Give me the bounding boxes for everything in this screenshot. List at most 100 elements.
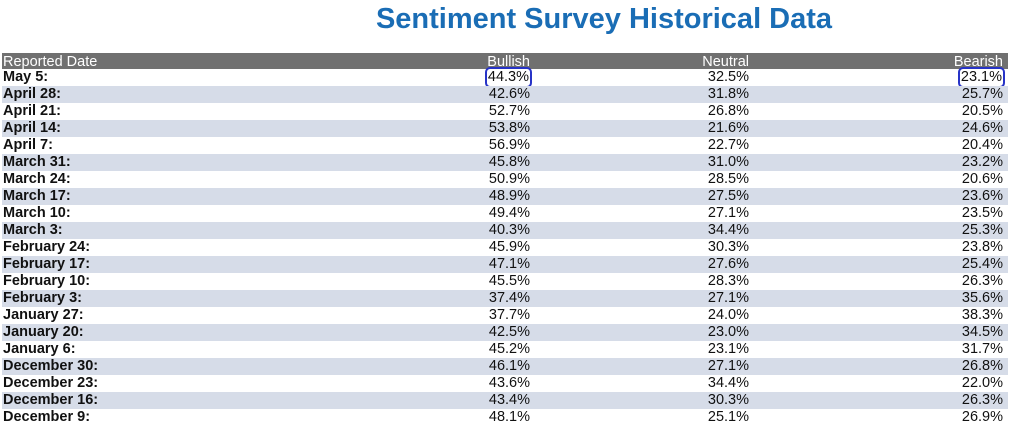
bullish-cell: 53.8% bbox=[488, 120, 530, 136]
date-cell: February 24: bbox=[3, 239, 91, 255]
neutral-cell: 28.5% bbox=[707, 171, 749, 187]
table-row: January 27: 37.7% 24.0% 38.3% bbox=[2, 307, 1008, 324]
date-cell: December 23: bbox=[3, 375, 99, 391]
neutral-cell: 27.5% bbox=[707, 188, 749, 204]
date-cell: May 5: bbox=[3, 69, 49, 85]
date-cell: January 27: bbox=[3, 307, 84, 323]
bullish-cell: 37.7% bbox=[488, 307, 530, 323]
neutral-cell: 26.8% bbox=[707, 103, 749, 119]
bullish-cell: 52.7% bbox=[488, 103, 530, 119]
bullish-cell: 56.9% bbox=[488, 137, 530, 153]
bearish-cell: 22.0% bbox=[961, 375, 1003, 391]
column-header-neutral: Neutral bbox=[702, 54, 749, 70]
table-row: March 10: 49.4% 27.1% 23.5% bbox=[2, 205, 1008, 222]
table-row: March 3: 40.3% 34.4% 25.3% bbox=[2, 222, 1008, 239]
bullish-cell: 45.2% bbox=[488, 341, 530, 357]
table-row: March 17: 48.9% 27.5% 23.6% bbox=[2, 188, 1008, 205]
neutral-cell: 21.6% bbox=[707, 120, 749, 136]
date-cell: January 6: bbox=[3, 341, 76, 357]
bearish-cell: 25.7% bbox=[961, 86, 1003, 102]
bearish-cell: 31.7% bbox=[961, 341, 1003, 357]
neutral-cell: 27.1% bbox=[707, 205, 749, 221]
bullish-cell: 47.1% bbox=[488, 256, 530, 272]
bearish-cell: 20.6% bbox=[961, 171, 1003, 187]
bullish-cell: 48.9% bbox=[488, 188, 530, 204]
neutral-cell: 27.1% bbox=[707, 358, 749, 374]
table-row: April 14: 53.8% 21.6% 24.6% bbox=[2, 120, 1008, 137]
date-cell: January 20: bbox=[3, 324, 84, 340]
bullish-cell: 46.1% bbox=[488, 358, 530, 374]
date-cell: February 10: bbox=[3, 273, 91, 289]
column-header-bearish: Bearish bbox=[953, 54, 1003, 70]
bearish-cell: 20.4% bbox=[961, 137, 1003, 153]
table-row: March 24: 50.9% 28.5% 20.6% bbox=[2, 171, 1008, 188]
bullish-cell: 42.6% bbox=[488, 86, 530, 102]
bullish-cell: 49.4% bbox=[488, 205, 530, 221]
bearish-cell: 26.3% bbox=[961, 273, 1003, 289]
neutral-cell: 23.0% bbox=[707, 324, 749, 340]
table-row: April 28: 42.6% 31.8% 25.7% bbox=[2, 86, 1008, 103]
date-cell: December 30: bbox=[3, 358, 99, 374]
date-cell: March 24: bbox=[3, 171, 71, 187]
date-cell: February 3: bbox=[3, 290, 82, 306]
date-cell: April 21: bbox=[3, 103, 62, 119]
table-row: January 20: 42.5% 23.0% 34.5% bbox=[2, 324, 1008, 341]
column-header-date: Reported Date bbox=[3, 54, 98, 70]
date-cell: March 3: bbox=[3, 222, 63, 238]
table-body: May 5: 44.3% 32.5% 23.1% April 28: 42.6% 31.8%… bbox=[2, 67, 1008, 426]
page-title: Sentiment Survey Historical Data bbox=[375, 3, 833, 35]
bullish-cell: 48.1% bbox=[488, 409, 530, 425]
date-cell: April 7: bbox=[3, 137, 53, 153]
table-row: February 10: 45.5% 28.3% 26.3% bbox=[2, 273, 1008, 290]
bearish-cell: 24.6% bbox=[961, 120, 1003, 136]
table-row: April 7: 56.9% 22.7% 20.4% bbox=[2, 137, 1008, 154]
date-cell: February 17: bbox=[3, 256, 91, 272]
bearish-cell: 25.3% bbox=[961, 222, 1003, 238]
bearish-cell: 34.5% bbox=[961, 324, 1003, 340]
date-cell: March 31: bbox=[3, 154, 71, 170]
bearish-cell: 25.4% bbox=[961, 256, 1003, 272]
neutral-cell: 30.3% bbox=[707, 239, 749, 255]
date-cell: December 9: bbox=[3, 409, 91, 425]
bearish-cell: 23.8% bbox=[961, 239, 1003, 255]
bullish-cell-highlighted: 44.3% bbox=[484, 67, 533, 88]
bearish-cell: 20.5% bbox=[961, 103, 1003, 119]
table-row: December 30: 46.1% 27.1% 26.8% bbox=[2, 358, 1008, 375]
neutral-cell: 31.8% bbox=[707, 86, 749, 102]
sentiment-table: Reported Date Bullish Neutral Bearish Ma… bbox=[2, 53, 1008, 426]
bearish-cell: 23.6% bbox=[961, 188, 1003, 204]
bearish-cell: 35.6% bbox=[961, 290, 1003, 306]
bullish-cell: 45.8% bbox=[488, 154, 530, 170]
bearish-cell: 26.9% bbox=[961, 409, 1003, 425]
neutral-cell: 24.0% bbox=[707, 307, 749, 323]
date-cell: December 16: bbox=[3, 392, 99, 408]
bullish-cell: 40.3% bbox=[488, 222, 530, 238]
date-cell: April 14: bbox=[3, 120, 62, 136]
table-row: January 6: 45.2% 23.1% 31.7% bbox=[2, 341, 1008, 358]
neutral-cell: 32.5% bbox=[707, 69, 749, 85]
table-row: December 9: 48.1% 25.1% 26.9% bbox=[2, 409, 1008, 426]
table-row: April 21: 52.7% 26.8% 20.5% bbox=[2, 103, 1008, 120]
bearish-cell: 23.2% bbox=[961, 154, 1003, 170]
neutral-cell: 31.0% bbox=[707, 154, 749, 170]
date-cell: March 17: bbox=[3, 188, 71, 204]
bullish-cell: 37.4% bbox=[488, 290, 530, 306]
table-row: March 31: 45.8% 31.0% 23.2% bbox=[2, 154, 1008, 171]
table-row: December 23: 43.6% 34.4% 22.0% bbox=[2, 375, 1008, 392]
table-row: February 3: 37.4% 27.1% 35.6% bbox=[2, 290, 1008, 307]
neutral-cell: 27.1% bbox=[707, 290, 749, 306]
bullish-cell: 42.5% bbox=[488, 324, 530, 340]
bullish-cell: 43.4% bbox=[488, 392, 530, 408]
neutral-cell: 28.3% bbox=[707, 273, 749, 289]
table-row: February 17: 47.1% 27.6% 25.4% bbox=[2, 256, 1008, 273]
table-row: December 16: 43.4% 30.3% 26.3% bbox=[2, 392, 1008, 409]
neutral-cell: 25.1% bbox=[707, 409, 749, 425]
table-row: May 5: 44.3% 32.5% 23.1% bbox=[2, 67, 1008, 88]
neutral-cell: 34.4% bbox=[707, 375, 749, 391]
date-cell: March 10: bbox=[3, 205, 71, 221]
neutral-cell: 34.4% bbox=[707, 222, 749, 238]
bearish-cell: 26.8% bbox=[961, 358, 1003, 374]
bullish-cell: 43.6% bbox=[488, 375, 530, 391]
neutral-cell: 22.7% bbox=[707, 137, 749, 153]
column-header-bullish: Bullish bbox=[487, 54, 530, 70]
